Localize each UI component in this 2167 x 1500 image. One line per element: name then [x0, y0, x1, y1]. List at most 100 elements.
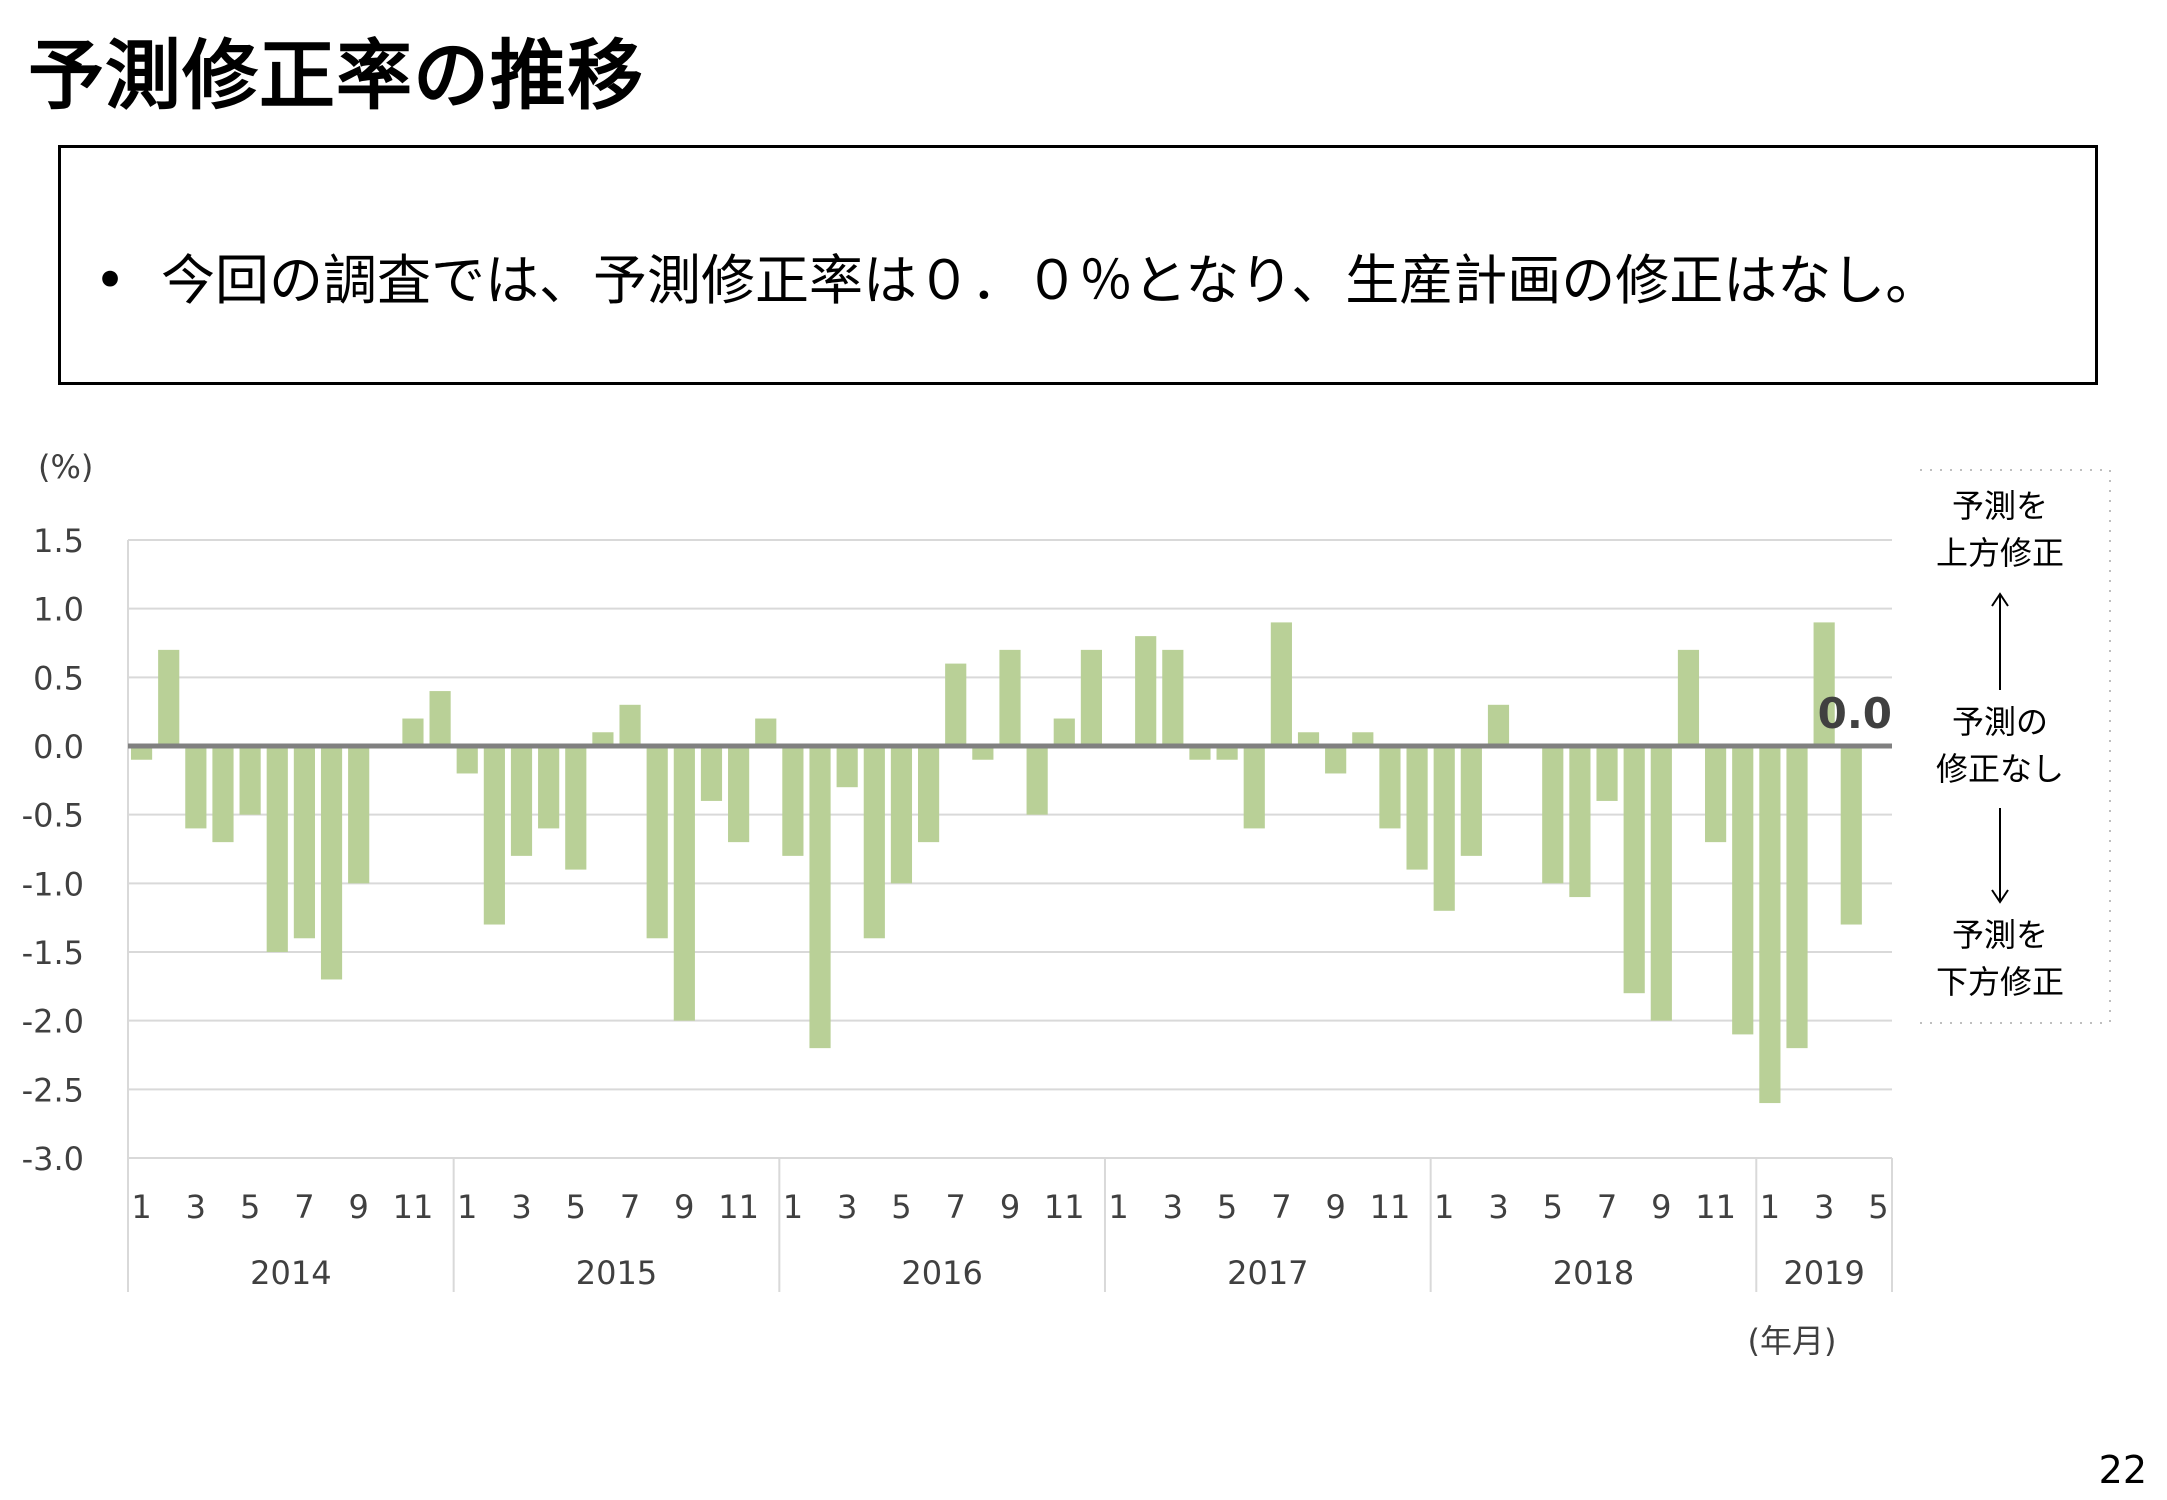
bar: [673, 746, 695, 1021]
bar: [1542, 746, 1564, 884]
x-month-label: 5: [1868, 1188, 1888, 1226]
bar: [1162, 649, 1184, 746]
bar: [1813, 622, 1835, 746]
bar: [293, 746, 315, 939]
x-month-label: 7: [946, 1188, 966, 1226]
bar: [863, 746, 885, 939]
axes: [127, 540, 1893, 1292]
bar: [1487, 704, 1510, 746]
side-legend-panel: 予測を 上方修正 予測の 修正なし 予測を 下方修正: [1920, 469, 2111, 1024]
x-month-label: 11: [718, 1188, 759, 1226]
x-month-label: 9: [348, 1188, 368, 1226]
bar: [1243, 746, 1265, 829]
bar: [1460, 746, 1482, 856]
bar: [1352, 732, 1374, 746]
axis-labels: 1.51.00.50.0-0.5-1.0-1.5-2.0-2.5-3.01 3 5 7…: [22, 522, 1889, 1292]
y-tick-label: -2.0: [22, 1003, 84, 1041]
bar: [239, 746, 261, 815]
x-month-label: 7: [1271, 1188, 1291, 1226]
bar: [1433, 746, 1455, 911]
bar: [1650, 746, 1672, 1021]
summary-line: • 今回の調査では、予測修正率は０．０％となり、生産計画の修正はなし。: [81, 236, 1939, 315]
bar: [320, 746, 343, 980]
downward-revision-line1: 予測を: [1952, 916, 2048, 954]
bar: [1406, 746, 1428, 870]
bar: [945, 663, 967, 746]
x-month-label: 1: [1434, 1188, 1454, 1226]
bar: [402, 718, 424, 746]
x-year-label: 2016: [901, 1254, 982, 1292]
x-month-label: 1: [783, 1188, 803, 1226]
y-tick-label: 1.0: [33, 591, 84, 629]
bar: [972, 746, 994, 760]
bar: [1297, 732, 1320, 746]
x-month-label: 1: [1760, 1188, 1780, 1226]
page-number: 22: [2098, 1448, 2147, 1492]
x-month-label: 3: [186, 1188, 206, 1226]
bar: [1569, 746, 1591, 898]
bar: [266, 746, 288, 952]
x-year-label: 2018: [1553, 1254, 1634, 1292]
bar: [1379, 746, 1401, 829]
bar: [1080, 649, 1102, 746]
y-tick-label: -2.5: [22, 1071, 84, 1109]
bar: [1189, 746, 1211, 760]
bar: [809, 746, 831, 1049]
bullet-icon: •: [94, 249, 126, 312]
x-month-label: 9: [1325, 1188, 1345, 1226]
bar: [646, 746, 668, 939]
bar: [510, 746, 533, 856]
bar: [1325, 746, 1347, 774]
no-revision-line1: 予測の: [1952, 703, 2048, 741]
x-month-label: 9: [674, 1188, 694, 1226]
bar: [429, 691, 451, 746]
bar: [158, 649, 180, 746]
bar: [782, 746, 804, 856]
bar: [1053, 718, 1075, 746]
y-tick-label: -0.5: [22, 797, 84, 835]
y-tick-label: -1.0: [22, 865, 84, 903]
bar: [728, 746, 750, 843]
bar: [456, 746, 478, 774]
x-month-label: 11: [1370, 1188, 1411, 1226]
arrow-down-icon: [1991, 808, 2009, 904]
bar: [836, 746, 858, 788]
x-month-label: 3: [837, 1188, 857, 1226]
x-month-label: 5: [240, 1188, 260, 1226]
bar: [483, 746, 505, 925]
downward-revision-line2: 下方修正: [1936, 963, 2064, 1001]
bar: [1786, 746, 1808, 1049]
no-revision-line2: 修正なし: [1936, 750, 2064, 788]
upward-revision-line2: 上方修正: [1936, 534, 2064, 572]
x-month-label: 3: [1488, 1188, 1508, 1226]
x-month-label: 5: [1543, 1188, 1563, 1226]
bar: [755, 718, 777, 746]
x-year-label: 2017: [1227, 1254, 1308, 1292]
bar: [1270, 622, 1292, 746]
x-month-label: 1: [1108, 1188, 1128, 1226]
y-tick-label: 1.5: [33, 522, 84, 560]
x-unit-label: (年月): [1748, 1322, 1837, 1360]
y-tick-label: 0.0: [33, 728, 84, 766]
x-month-label: 9: [1000, 1188, 1020, 1226]
x-month-label: 5: [566, 1188, 586, 1226]
y-tick-label: -3.0: [22, 1140, 84, 1178]
x-month-label: 1: [457, 1188, 477, 1226]
x-month-label: 1: [131, 1188, 151, 1226]
bar: [918, 746, 940, 843]
x-month-label: 5: [1217, 1188, 1237, 1226]
bar: [1677, 649, 1700, 746]
x-month-label: 7: [294, 1188, 314, 1226]
x-year-label: 2019: [1783, 1254, 1864, 1292]
x-month-label: 3: [1163, 1188, 1183, 1226]
x-month-label: 7: [1597, 1188, 1617, 1226]
upward-revision-line1: 予測を: [1952, 487, 2048, 525]
x-month-label: 9: [1651, 1188, 1671, 1226]
bar-series: [130, 622, 1862, 1104]
bar: [890, 746, 913, 884]
zero-annotation: 0.0: [1818, 689, 1892, 738]
bar: [1596, 746, 1618, 801]
arrow-up-icon: [1991, 592, 2009, 690]
bar: [1840, 746, 1862, 925]
bar: [212, 746, 234, 843]
